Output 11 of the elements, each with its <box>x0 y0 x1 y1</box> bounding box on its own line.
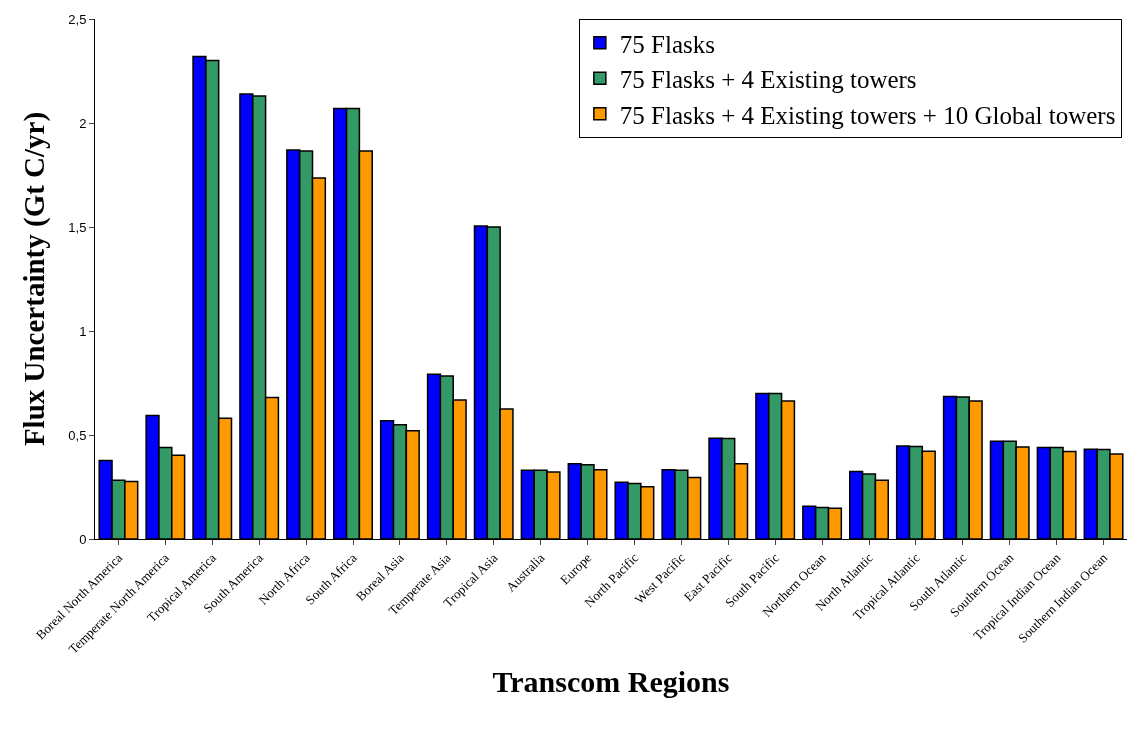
x-axis-title: Transcom Regions <box>492 665 730 699</box>
legend-label: 75 Flasks + 4 Existing towers + 10 Global towers <box>619 101 1116 129</box>
y-tick-label: 2 <box>79 115 87 131</box>
y-tick-label: 2,5 <box>68 11 87 27</box>
y-tick-label: 1,5 <box>68 219 87 235</box>
y-tick-label: 0 <box>79 531 87 547</box>
legend-label: 75 Flasks <box>619 30 715 58</box>
y-tick-label: 1 <box>79 323 87 339</box>
legend-label: 75 Flasks + 4 Existing towers <box>619 66 917 93</box>
y-axis-title: Flux Uncertainty (Gt C/yr) <box>17 111 51 447</box>
y-tick-label: 0,5 <box>68 427 87 443</box>
